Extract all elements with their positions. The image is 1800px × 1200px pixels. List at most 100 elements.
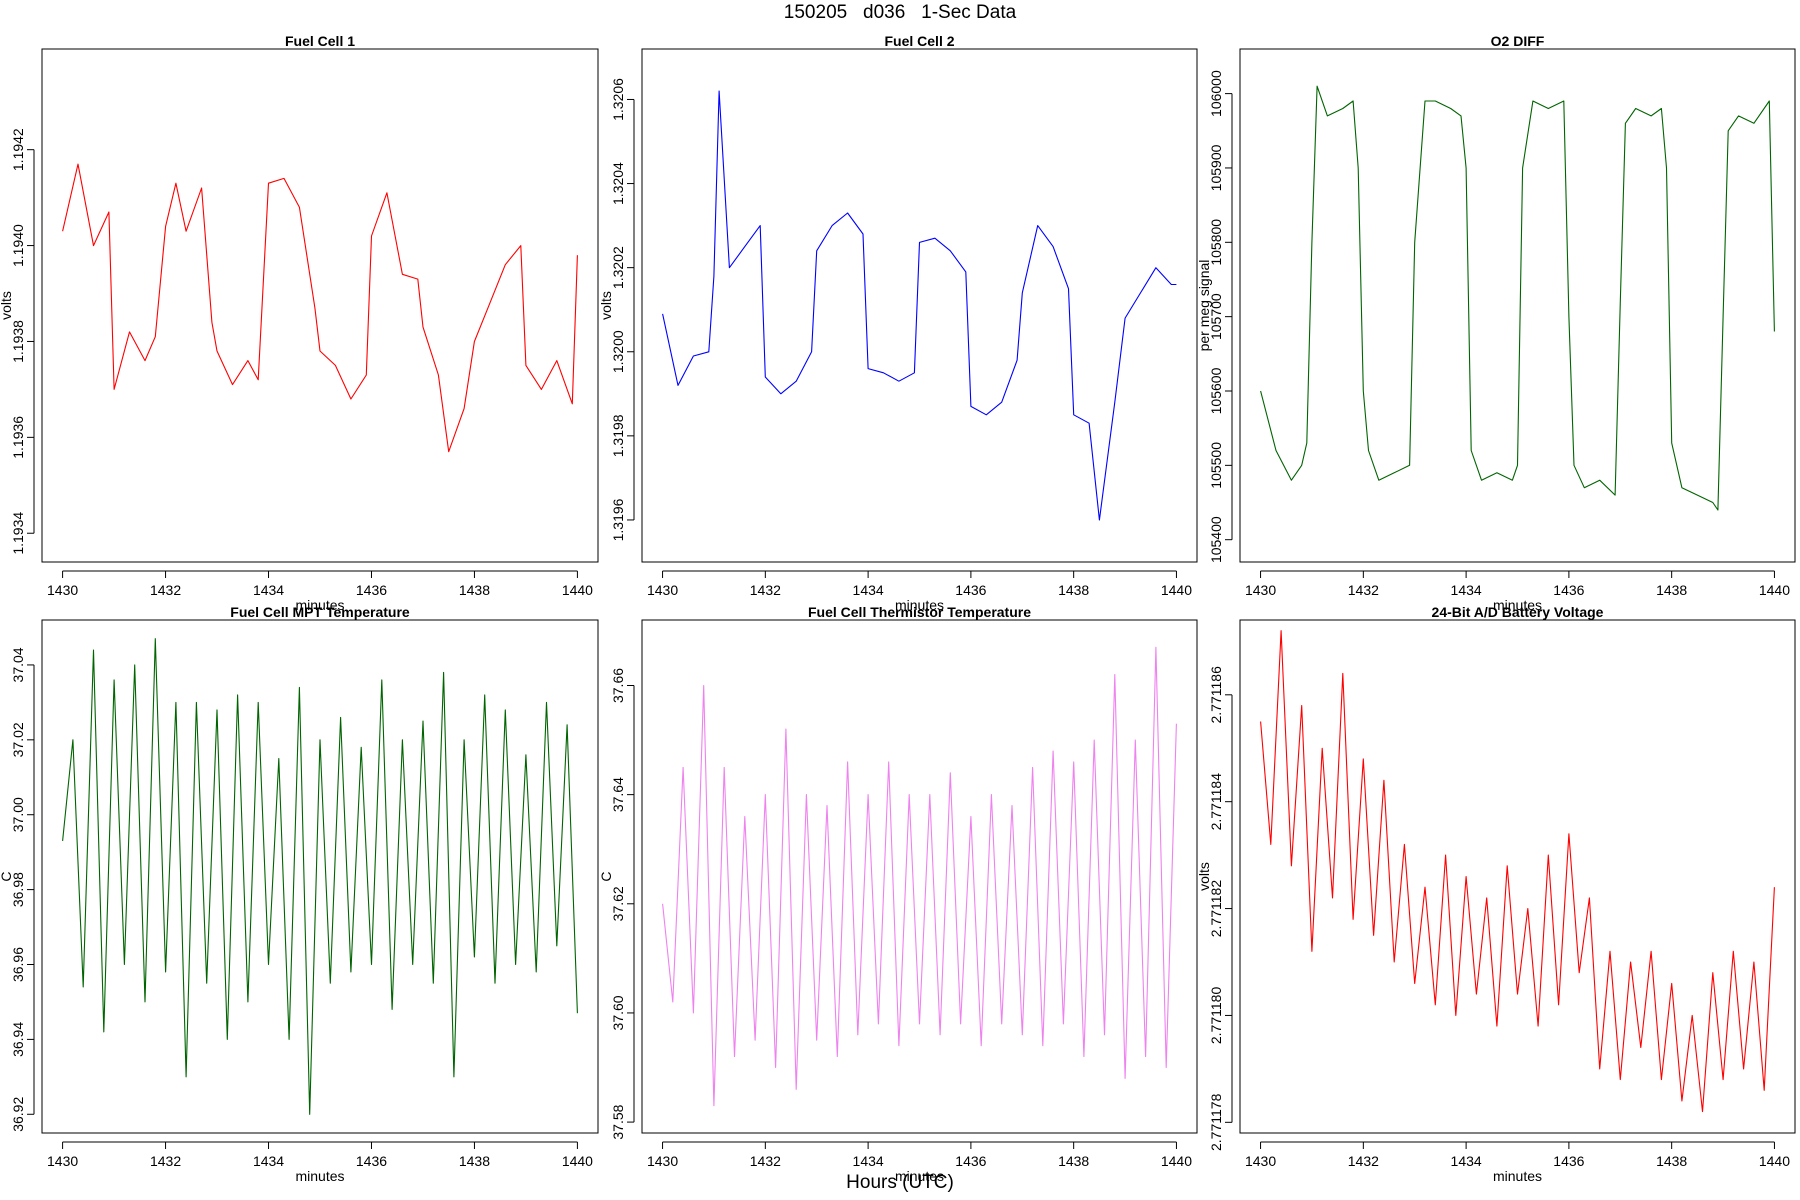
x-tick-label: 1432 [750, 582, 781, 598]
y-tick-label: 37.04 [10, 647, 26, 682]
x-axis-global-label: Hours (UTC) [846, 1172, 954, 1193]
plot-frame [641, 48, 1198, 563]
panel-title: 24-Bit A/D Battery Voltage [1432, 604, 1604, 620]
x-tick-label: 1436 [955, 1153, 986, 1169]
x-tick-label: 1434 [253, 582, 284, 598]
x-tick-label: 1438 [1058, 582, 1089, 598]
x-tick-label: 1440 [562, 1153, 593, 1169]
x-tick-label: 1432 [1348, 1153, 1379, 1169]
y-axis-label: per meg signal [1196, 260, 1212, 352]
y-tick-label: 1.1934 [10, 512, 26, 555]
x-tick-label: 1438 [1656, 582, 1687, 598]
y-tick-label: 37.58 [610, 1104, 626, 1139]
panel-title: Fuel Cell MPT Temperature [230, 604, 410, 620]
y-tick-label: 37.00 [10, 797, 26, 832]
y-tick-label: 37.64 [610, 777, 626, 812]
y-axis-label: C [0, 871, 14, 881]
y-tick-label: 37.62 [610, 886, 626, 921]
panel-title: Fuel Cell 1 [285, 33, 355, 49]
y-axis-label: volts [0, 291, 14, 320]
x-axis-label: minutes [1493, 1168, 1542, 1184]
y-tick-label: 37.02 [10, 722, 26, 757]
x-tick-label: 1432 [750, 1153, 781, 1169]
plot-frame [1239, 619, 1796, 1134]
x-axis-label: minutes [895, 1168, 944, 1184]
x-tick-label: 1438 [1656, 1153, 1687, 1169]
x-tick-label: 1434 [253, 1153, 284, 1169]
x-tick-label: 1436 [1553, 1153, 1584, 1169]
x-tick-label: 1436 [356, 582, 387, 598]
chart-panel-6: 24-Bit A/D Battery Voltage 1430 1432 1434 14… [1196, 604, 1796, 1184]
y-tick-label: 105800 [1208, 219, 1224, 266]
y-tick-label: 37.60 [610, 995, 626, 1030]
y-tick-label: 105900 [1208, 144, 1224, 191]
x-tick-label: 1440 [1759, 582, 1790, 598]
x-axis-label: minutes [1493, 597, 1542, 613]
x-tick-label: 1434 [1451, 1153, 1482, 1169]
y-tick-label: 2.771184 [1208, 773, 1224, 831]
x-tick-label: 1430 [1245, 1153, 1276, 1169]
plot-frame [641, 619, 1198, 1134]
y-tick-label: 106000 [1208, 70, 1224, 117]
chart-panel-1: Fuel Cell 1 1430 1432 1434 1436 1438 1440 minut… [0, 33, 599, 613]
y-axis-label: C [598, 871, 614, 881]
y-tick-label: 1.3200 [610, 330, 626, 373]
x-tick-label: 1438 [459, 1153, 490, 1169]
y-tick-label: 1.3206 [610, 78, 626, 121]
chart-panel-3: O2 DIFF 1430 1432 1434 1436 1438 1440 minutes 10… [1196, 33, 1796, 613]
x-axis-label: minutes [895, 597, 944, 613]
x-tick-label: 1440 [1161, 1153, 1192, 1169]
x-axis-label: minutes [295, 1168, 344, 1184]
plot-frame [1239, 48, 1796, 563]
y-tick-label: 1.1942 [10, 128, 26, 171]
x-axis-label: minutes [295, 597, 344, 613]
y-tick-label: 2.771178 [1208, 1093, 1224, 1151]
x-tick-label: 1438 [459, 582, 490, 598]
y-tick-label: 105700 [1208, 293, 1224, 340]
y-tick-label: 1.3196 [610, 498, 626, 541]
x-tick-label: 1432 [150, 1153, 181, 1169]
x-tick-label: 1436 [356, 1153, 387, 1169]
x-tick-label: 1430 [1245, 582, 1276, 598]
series-line [62, 163, 578, 453]
y-tick-label: 1.1938 [10, 320, 26, 363]
x-tick-label: 1430 [647, 1153, 678, 1169]
series-line [662, 90, 1177, 521]
x-tick-label: 1436 [955, 582, 986, 598]
y-tick-label: 1.3198 [610, 414, 626, 457]
figure-title: 150205 d036 1-Sec Data [783, 2, 1017, 23]
series-line [1260, 85, 1775, 511]
y-tick-label: 2.771180 [1208, 987, 1224, 1045]
y-tick-label: 105400 [1208, 516, 1224, 563]
x-tick-label: 1440 [562, 582, 593, 598]
y-tick-label: 105500 [1208, 442, 1224, 489]
panel-title: O2 DIFF [1491, 33, 1545, 49]
panel-title: Fuel Cell Thermistor Temperature [808, 604, 1031, 620]
y-tick-label: 1.1936 [10, 416, 26, 459]
chart-panel-5: Fuel Cell Thermistor Temperature 1430 1432… [598, 604, 1198, 1184]
panel-title: Fuel Cell 2 [884, 33, 954, 49]
x-tick-label: 1434 [853, 1153, 884, 1169]
x-tick-label: 1430 [47, 582, 78, 598]
x-tick-label: 1438 [1058, 1153, 1089, 1169]
series-line [662, 646, 1177, 1107]
x-tick-label: 1434 [1451, 582, 1482, 598]
y-tick-label: 105600 [1208, 367, 1224, 414]
plot-frame [41, 48, 599, 563]
x-tick-label: 1436 [1553, 582, 1584, 598]
x-tick-label: 1432 [1348, 582, 1379, 598]
series-line [1260, 630, 1775, 1113]
y-tick-label: 1.3204 [610, 162, 626, 205]
chart-panel-4: Fuel Cell MPT Temperature 1430 1432 1434 143… [0, 604, 599, 1184]
y-tick-label: 2.771182 [1208, 880, 1224, 938]
y-tick-label: 37.66 [610, 668, 626, 703]
x-tick-label: 1430 [647, 582, 678, 598]
x-tick-label: 1440 [1759, 1153, 1790, 1169]
y-tick-label: 2.771186 [1208, 666, 1224, 724]
y-axis-label: volts [1196, 862, 1212, 891]
y-tick-label: 1.1940 [10, 224, 26, 267]
x-tick-label: 1434 [853, 582, 884, 598]
y-tick-label: 36.96 [10, 947, 26, 982]
y-tick-label: 36.98 [10, 872, 26, 907]
